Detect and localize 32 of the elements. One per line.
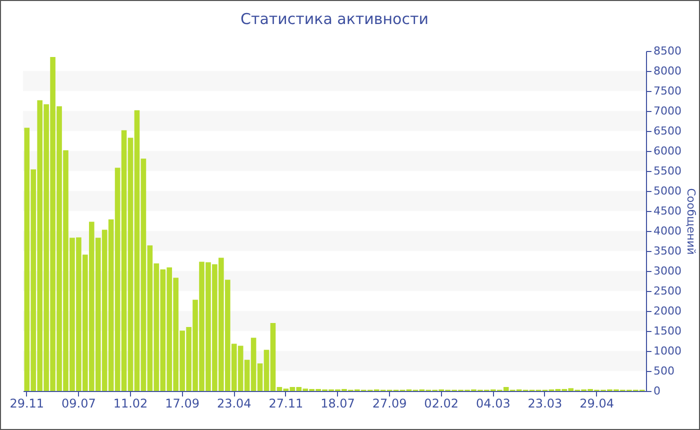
x-tick-label: 29.11 bbox=[10, 396, 44, 410]
y-tick-label: 6000 bbox=[654, 144, 682, 158]
y-tick-label: 1000 bbox=[654, 344, 682, 358]
x-tick-label: 29.04 bbox=[580, 396, 614, 410]
x-tick-label: 11.02 bbox=[113, 396, 148, 410]
y-axis-title: Сообщений bbox=[684, 188, 698, 255]
x-tick-label: 23.03 bbox=[528, 396, 562, 410]
y-tick-label: 1500 bbox=[654, 324, 682, 338]
chart-title: Статистика активности bbox=[240, 10, 428, 28]
x-tick-label: 23.04 bbox=[216, 396, 252, 410]
y-tick-label: 4500 bbox=[654, 204, 682, 218]
y-tick-label: 2500 bbox=[654, 284, 682, 298]
y-tick-label: 2000 bbox=[654, 304, 682, 318]
x-tick-label: 17.09 bbox=[165, 396, 200, 410]
x-tick-label: 02.02 bbox=[424, 396, 459, 410]
y-tick-label: 4000 bbox=[654, 224, 682, 238]
y-tick-label: 0 bbox=[654, 384, 660, 398]
x-tick-label: 09.07 bbox=[62, 396, 96, 410]
y-tick-label: 8000 bbox=[654, 64, 682, 78]
x-tick-label: 04.03 bbox=[476, 396, 510, 410]
y-tick-label: 3000 bbox=[654, 264, 682, 278]
y-tick-label: 6500 bbox=[654, 124, 682, 138]
y-tick-label: 3500 bbox=[654, 244, 682, 258]
y-tick-label: 7500 bbox=[654, 84, 682, 98]
x-tick-label: 18.07 bbox=[320, 396, 355, 410]
x-tick-label: 27.11 bbox=[268, 396, 304, 410]
x-tick-label: 27.09 bbox=[372, 396, 407, 410]
y-tick-label: 5500 bbox=[654, 164, 682, 178]
y-tick-label: 500 bbox=[654, 364, 674, 378]
y-tick-label: 5000 bbox=[654, 184, 682, 198]
y-tick-label: 8500 bbox=[654, 44, 682, 58]
y-tick-label: 7000 bbox=[654, 104, 682, 118]
